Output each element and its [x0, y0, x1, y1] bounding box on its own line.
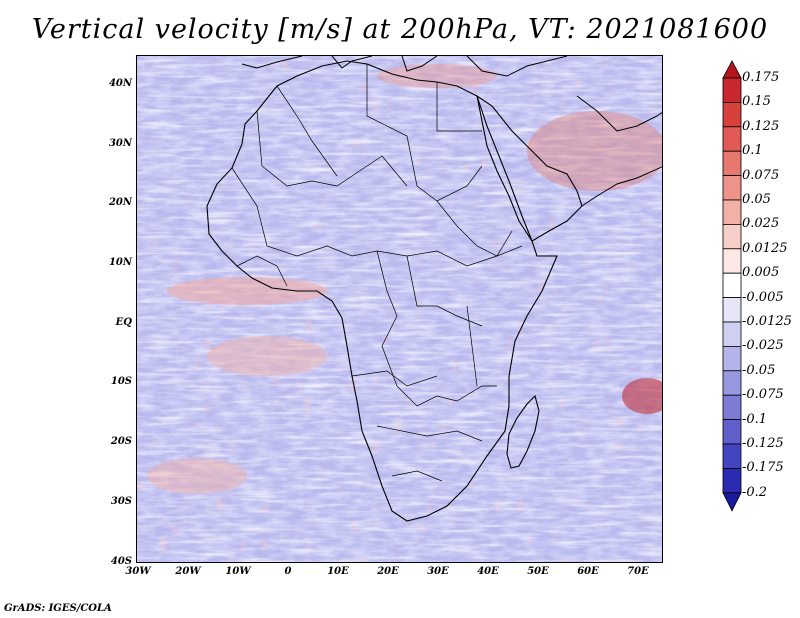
lon-label: 20W — [175, 566, 201, 577]
credit-text: GrADS: IGES/COLA — [4, 603, 112, 614]
country-borders — [231, 64, 523, 482]
coastline-africa — [206, 60, 558, 522]
lat-label: 10N — [108, 257, 132, 268]
lon-label: 30W — [125, 566, 151, 577]
colorbar-label: 0.175 — [742, 70, 780, 85]
colorbar-swatch — [722, 102, 742, 128]
colorbar-swatch — [722, 370, 742, 396]
colorbar-label: -0.2 — [742, 484, 768, 500]
coastline-madagascar — [506, 394, 540, 469]
colorbar-swatch — [722, 223, 742, 250]
colorbar-swatch — [722, 77, 742, 103]
colorbar-label: 0.0125 — [742, 240, 788, 256]
lat-label: 20S — [110, 436, 132, 447]
lat-label: 40S — [110, 556, 132, 567]
colorbar-swatch — [722, 248, 742, 274]
lon-label: 20E — [377, 566, 399, 577]
vertical-velocity-map — [137, 56, 662, 562]
coastline-arabia — [476, 94, 583, 242]
colorbar-swatch — [722, 345, 742, 372]
colorbar-swatch — [722, 321, 742, 347]
colorbar-label: 0.025 — [742, 216, 780, 232]
colorbar-label: -0.0125 — [742, 314, 792, 329]
lon-label: 60E — [577, 566, 599, 577]
colorbar-label: -0.175 — [742, 460, 784, 476]
lat-label: 10S — [110, 376, 132, 387]
lat-label: 30N — [108, 138, 132, 149]
colorbar-label: -0.125 — [742, 436, 784, 451]
lat-label: EQ — [115, 317, 132, 328]
colorbar-swatch — [722, 443, 742, 469]
lon-label: 70E — [627, 566, 649, 577]
colorbar-label: 0.05 — [742, 192, 771, 207]
colorbar-swatch — [722, 150, 742, 176]
colorbar-swatch — [722, 419, 742, 445]
colorbar-label: 0.15 — [742, 94, 771, 110]
lon-label: 50E — [527, 566, 549, 577]
lat-label: 40N — [108, 78, 132, 89]
colorbar-swatch — [722, 272, 742, 298]
colorbar-label: 0.125 — [742, 118, 780, 134]
colorbar-swatch — [722, 297, 742, 323]
lon-label: 10W — [225, 566, 251, 577]
colorbar-label: 0.1 — [742, 143, 763, 159]
colorbar-label: -0.1 — [742, 411, 768, 427]
colorbar-label: 0.005 — [742, 265, 780, 281]
colorbar-swatch — [722, 467, 742, 494]
lon-label: 40E — [477, 566, 499, 577]
colorbar-label: -0.005 — [742, 289, 784, 305]
map-title: Vertical velocity [m/s] at 200hPa, VT: 2… — [31, 14, 769, 45]
colorbar-swatch — [722, 175, 742, 201]
lon-label: 30E — [427, 566, 449, 577]
ascent-region-sw-atlantic — [147, 458, 247, 494]
colorbar — [722, 60, 742, 512]
ascent-band-atlantic — [167, 277, 327, 305]
colorbar-swatch — [722, 126, 742, 152]
colorbar-label: 0.075 — [742, 167, 780, 183]
colorbar-label: -0.05 — [742, 362, 776, 378]
coastline-asia — [576, 95, 662, 207]
colorbar-swatch — [722, 199, 742, 225]
colorbar-swatch — [722, 394, 742, 421]
colorbar-top-arrow — [722, 60, 742, 79]
lat-label: 30S — [110, 496, 132, 507]
coastline-europe — [241, 56, 568, 77]
colorbar-bottom-arrow — [722, 492, 742, 512]
colorbar-label: -0.025 — [742, 338, 784, 354]
lat-label: 20N — [108, 197, 132, 208]
ascent-band-south-atlantic — [207, 336, 327, 376]
ascent-region-indian-ocean — [622, 378, 662, 414]
colorbar-swatches — [722, 60, 742, 512]
lon-label: 0 — [284, 566, 292, 577]
map-panel — [136, 55, 663, 563]
colorbar-label: -0.075 — [742, 387, 784, 403]
lon-label: 10E — [327, 566, 349, 577]
